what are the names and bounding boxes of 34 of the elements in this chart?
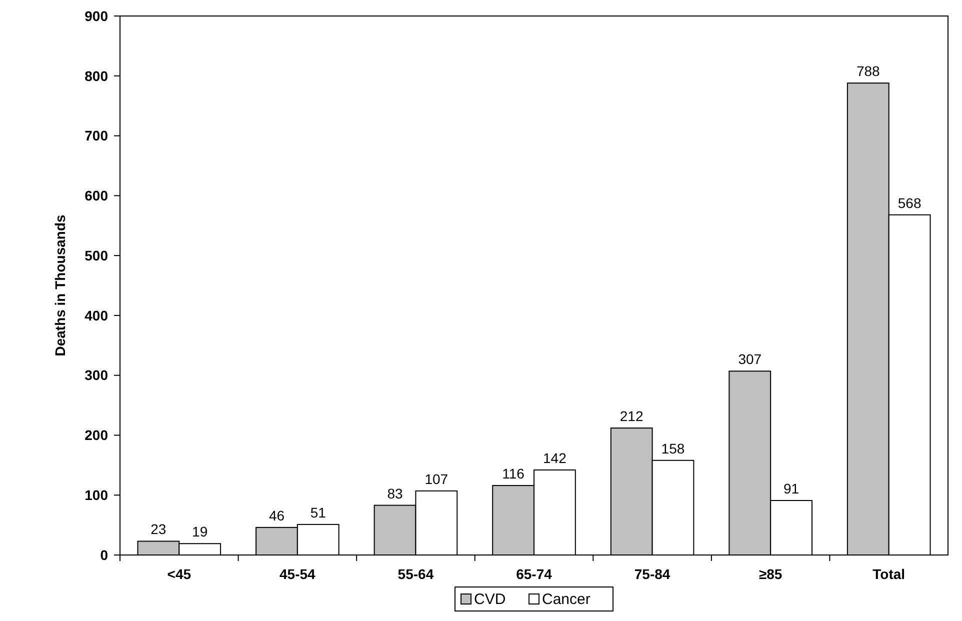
- x-tick-label: ≥85: [758, 566, 782, 582]
- data-label: 142: [543, 450, 567, 466]
- data-label: 51: [310, 504, 326, 520]
- y-tick-label: 0: [100, 546, 108, 563]
- y-tick-label: 100: [84, 487, 108, 504]
- x-tick-label: 75-84: [634, 566, 670, 582]
- y-axis-title: Deaths in Thousands: [52, 214, 68, 356]
- data-label: 46: [268, 507, 285, 524]
- x-tick-label: <45: [167, 566, 192, 582]
- data-label: 23: [150, 521, 166, 538]
- x-tick-label: 65-74: [516, 566, 552, 582]
- y-tick-label: 200: [84, 427, 108, 444]
- y-tick-label: 700: [84, 128, 108, 144]
- x-tick-label: Total: [872, 566, 906, 582]
- y-tick-label: 300: [84, 367, 108, 384]
- x-tick-label: 45-54: [280, 566, 316, 582]
- data-label: 107: [424, 470, 448, 487]
- y-tick-label: 500: [84, 247, 108, 264]
- data-label: 116: [502, 466, 525, 482]
- data-label: 212: [620, 408, 644, 424]
- data-label: 83: [387, 485, 404, 502]
- y-tick-label: 800: [84, 68, 108, 84]
- y-tick-label: 400: [84, 307, 108, 324]
- legend-label: Cancer: [542, 591, 590, 608]
- x-tick-label: 55-64: [398, 566, 434, 582]
- data-label: 19: [192, 524, 208, 540]
- y-tick-label: 600: [84, 188, 108, 204]
- data-label: 158: [661, 440, 685, 456]
- data-label: 788: [856, 63, 880, 80]
- y-tick-label: 900: [84, 8, 108, 24]
- data-label: 568: [898, 194, 922, 211]
- legend-label: CVD: [474, 591, 506, 608]
- data-label: 307: [738, 351, 762, 368]
- data-label: 91: [783, 480, 800, 496]
